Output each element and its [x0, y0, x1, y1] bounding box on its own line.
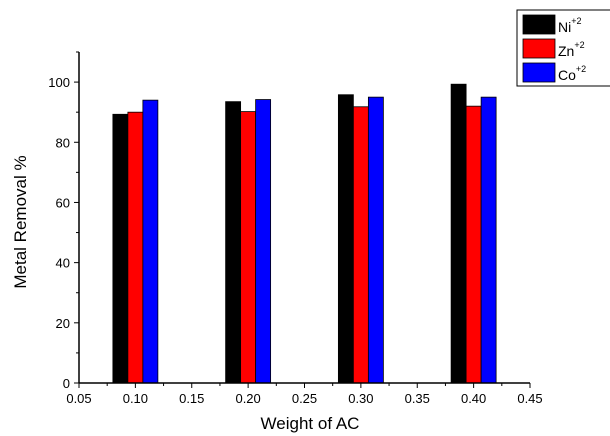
- x-tick-label: 0.25: [292, 391, 317, 406]
- y-tick-label: 0: [63, 376, 70, 391]
- y-tick-label: 100: [48, 75, 70, 90]
- bar-ni-3: [337, 94, 354, 384]
- y-axis-title: Metal Removal %: [11, 155, 30, 288]
- x-axis-title: Weight of AC: [261, 414, 360, 433]
- legend-swatch-co: [522, 62, 556, 83]
- legend: Ni+2Zn+2Co+2: [516, 9, 610, 87]
- bar-zn-3: [352, 106, 369, 384]
- y-tick-label: 60: [56, 195, 70, 210]
- bar-co-4: [480, 96, 497, 384]
- bar-zn-4: [465, 105, 482, 384]
- bar-zn-1: [127, 111, 144, 384]
- bar-ni-1: [112, 113, 129, 384]
- ticks-group: 0.05 0.10 0.15 0.20 0.25 0.30 0.35 0.40 0.45 0 20 4…: [48, 51, 543, 406]
- legend-swatch-ni: [522, 14, 556, 35]
- y-tick-label: 20: [56, 316, 70, 331]
- bar-zn-2: [240, 111, 257, 384]
- x-tick-label: 0.35: [405, 391, 430, 406]
- x-tick-label: 0.45: [517, 391, 542, 406]
- x-tick-label: 0.40: [461, 391, 486, 406]
- y-tick-label: 40: [56, 256, 70, 271]
- x-tick-label: 0.15: [179, 391, 204, 406]
- bar-co-1: [142, 99, 159, 384]
- x-tick-label: 0.05: [66, 391, 91, 406]
- bar-ni-2: [225, 101, 242, 384]
- legend-swatch-zn: [522, 38, 556, 59]
- x-tick-label: 0.10: [123, 391, 148, 406]
- x-tick-label: 0.30: [348, 391, 373, 406]
- x-tick-label: 0.20: [235, 391, 260, 406]
- bar-co-3: [367, 96, 384, 384]
- bar-co-2: [255, 99, 272, 384]
- bar-ni-4: [450, 83, 467, 384]
- y-tick-label: 80: [56, 135, 70, 150]
- bars-group: [112, 83, 497, 384]
